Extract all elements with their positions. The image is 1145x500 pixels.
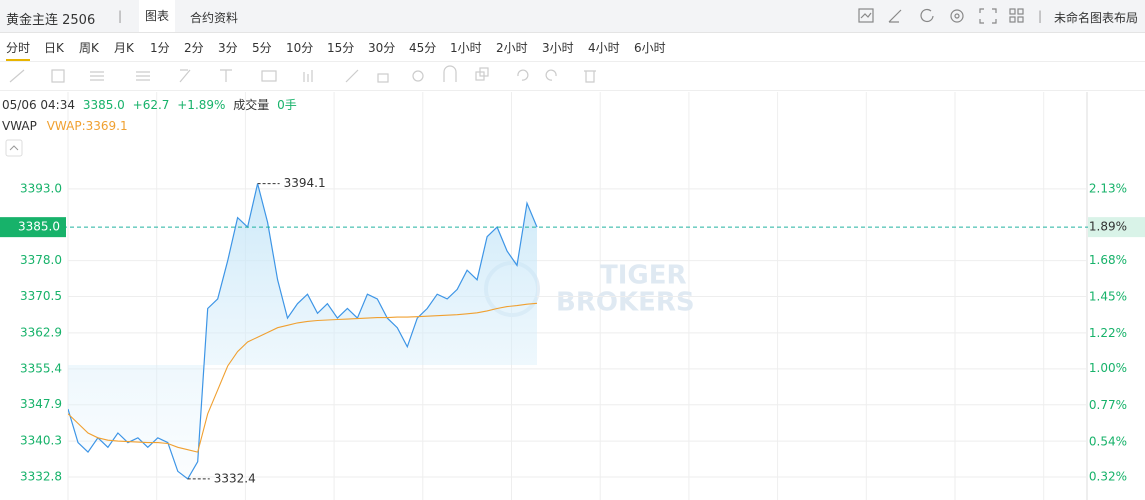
y2-tick-label: 1.68% xyxy=(1089,253,1127,267)
title-bar: 黄金主连 2506 | 图表 合约资料 | 未命名图表布局 xyxy=(0,0,1145,33)
current-price-label: 3385.0 xyxy=(18,220,60,234)
volume: 0手 xyxy=(277,98,297,112)
timeframe[interactable]: 周K xyxy=(79,41,99,55)
indicator-name: VWAP xyxy=(2,119,37,133)
y2-tick-label: 1.00% xyxy=(1089,361,1127,375)
timeframe[interactable]: 1分 xyxy=(150,41,170,55)
y-tick-label: 3332.8 xyxy=(20,470,62,484)
timeframe[interactable]: 30分 xyxy=(368,41,396,55)
timeframe[interactable]: 5分 xyxy=(252,41,272,55)
tab[interactable]: 合约资料 xyxy=(190,11,239,25)
price-area xyxy=(68,183,537,479)
collapse-icon xyxy=(9,145,19,151)
layout-name[interactable]: 未命名图表布局 xyxy=(1054,11,1139,25)
icons xyxy=(858,8,1024,24)
timeframe[interactable]: 1小时 xyxy=(450,41,482,55)
y-tick-label: 3340.3 xyxy=(20,434,62,448)
timeframe[interactable]: 15分 xyxy=(327,41,355,55)
y2-tick-label: 0.32% xyxy=(1089,469,1127,483)
drawing-tools xyxy=(9,65,596,83)
indicator-bar: VWAP VWAP:3369.1 xyxy=(2,119,1145,135)
collapse-button[interactable] xyxy=(5,139,23,157)
plot xyxy=(68,183,538,480)
timeframe[interactable]: 2小时 xyxy=(496,41,528,55)
y-tick-label: 3370.5 xyxy=(20,289,62,303)
timeframe[interactable]: 45分 xyxy=(409,41,437,55)
timeframe[interactable]: 分时 xyxy=(6,39,31,61)
y2-tick-label: 0.54% xyxy=(1089,434,1127,448)
percent: +1.89% xyxy=(177,98,226,112)
series-line xyxy=(68,302,538,453)
separator: | xyxy=(118,9,123,23)
current-price-tag xyxy=(0,217,66,238)
timeframe[interactable]: 2分 xyxy=(184,41,204,55)
y-tick-label: 3355.4 xyxy=(20,361,62,375)
watermark: TIGER xyxy=(600,261,687,291)
current-percent-tag xyxy=(1088,217,1145,238)
drawing-toolbar xyxy=(0,62,1145,91)
timeframe[interactable]: 4小时 xyxy=(588,41,620,55)
toolbar-icons[interactable] xyxy=(858,8,1028,27)
instrument-title: 黄金主连 2506 xyxy=(6,13,96,28)
y2-tick-label: 2.13% xyxy=(1089,181,1127,195)
indicator-value: VWAP:3369.1 xyxy=(46,119,128,133)
current-percent-label: 1.89% xyxy=(1089,220,1127,234)
y-tick-label: 3378.0 xyxy=(20,253,62,267)
change: +62.7 xyxy=(132,98,170,112)
timeframe-bar: 分时 日K 周K 月K 1分 2分 3分 5分 10分 15分 30分 45分 1小时 2小时 3小时 4小时… xyxy=(0,33,1145,62)
timeframe[interactable]: 6小时 xyxy=(634,41,666,55)
y-tick-label: 3347.9 xyxy=(20,397,62,411)
price: 3385.0 xyxy=(82,98,125,112)
timeframe[interactable]: 3分 xyxy=(218,41,238,55)
y2-tick-label: 1.45% xyxy=(1089,290,1127,304)
y2-tick-label: 1.22% xyxy=(1089,326,1127,340)
info-bar: 05/06 04:34 3385.0 +62.7 +1.89% 成交量 0手 xyxy=(2,96,1145,112)
y2-tick-label: 0.77% xyxy=(1089,398,1127,412)
series-line xyxy=(68,183,538,480)
watermark: BROKERS xyxy=(556,288,695,318)
tab[interactable]: 图表 xyxy=(139,0,176,32)
time: 05/06 04:34 xyxy=(2,98,75,112)
timeframe[interactable]: 月K xyxy=(114,41,134,55)
y-tick-label: 3393.0 xyxy=(20,181,62,195)
annotation: 3332.4 xyxy=(214,471,256,485)
timeframe[interactable]: 日K xyxy=(44,41,64,55)
timeframe[interactable]: 3小时 xyxy=(542,41,574,55)
timeframe[interactable]: 10分 xyxy=(286,41,314,55)
annotation: 3394.1 xyxy=(284,176,326,190)
y-tick-label: 3362.9 xyxy=(20,325,62,339)
volume-label: 成交量 xyxy=(233,98,270,112)
separator: | xyxy=(1038,9,1043,23)
